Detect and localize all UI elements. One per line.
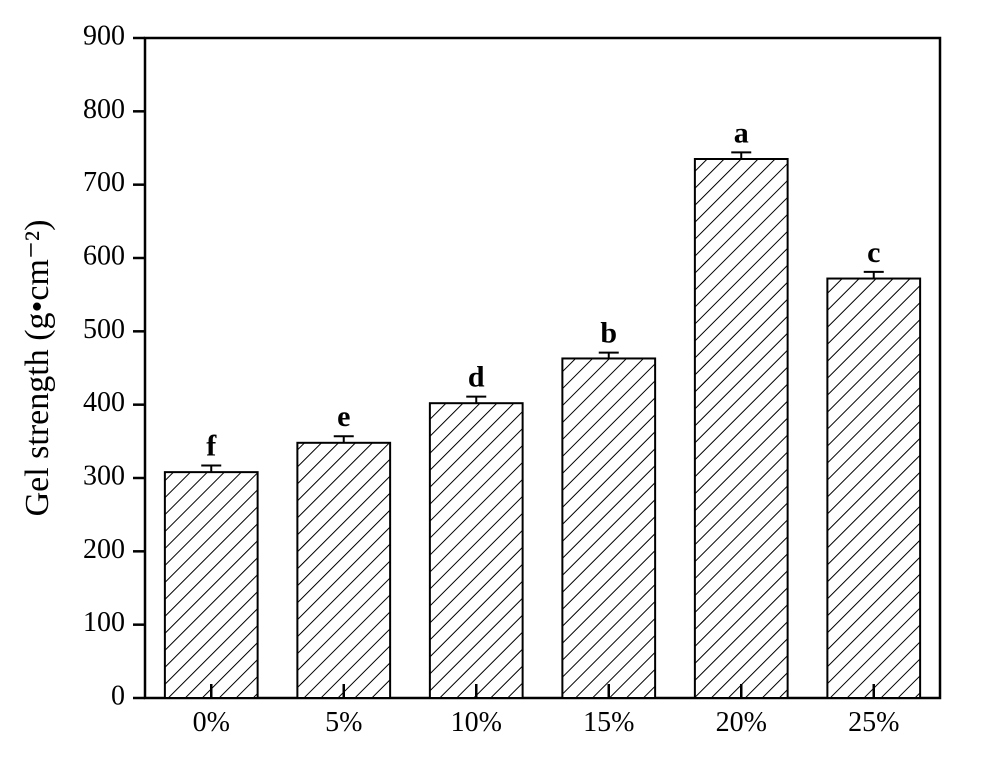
y-tick-label: 700 xyxy=(83,167,125,198)
bar xyxy=(165,472,258,698)
x-tick-label: 0% xyxy=(193,707,230,738)
y-tick-label: 600 xyxy=(83,240,125,271)
bar xyxy=(695,159,788,698)
bar xyxy=(827,279,920,698)
y-axis-label: Gel strength (g•cm⁻²) xyxy=(19,220,56,517)
x-tick-label: 5% xyxy=(325,707,362,738)
x-tick-label: 25% xyxy=(848,707,899,738)
y-tick-label: 900 xyxy=(83,20,125,51)
y-tick-label: 0 xyxy=(111,680,125,711)
bar-significance-label: b xyxy=(600,317,617,350)
y-tick-label: 800 xyxy=(83,94,125,125)
bar xyxy=(430,403,523,698)
x-tick-label: 15% xyxy=(583,707,634,738)
bar-significance-label: a xyxy=(734,116,749,149)
axis-frame xyxy=(145,38,940,698)
y-tick-label: 500 xyxy=(83,314,125,345)
x-tick-label: 20% xyxy=(716,707,767,738)
y-tick-label: 300 xyxy=(83,460,125,491)
bar-significance-label: c xyxy=(867,236,880,269)
x-tick-label: 10% xyxy=(451,707,502,738)
gel-strength-bar-chart: 0 100 200 300 400 500 600 700 800 900 Gel strength… xyxy=(0,0,1000,770)
y-tick-label: 200 xyxy=(83,534,125,565)
bar xyxy=(297,443,390,698)
chart-svg: 0 100 200 300 400 500 600 700 800 900 Gel strength… xyxy=(0,0,1000,770)
bar xyxy=(562,358,655,698)
bar-significance-label: e xyxy=(337,400,350,433)
y-tick-label: 400 xyxy=(83,387,125,418)
bar-significance-label: f xyxy=(206,430,217,463)
y-tick-label: 100 xyxy=(83,607,125,638)
bar-significance-label: d xyxy=(468,361,485,394)
